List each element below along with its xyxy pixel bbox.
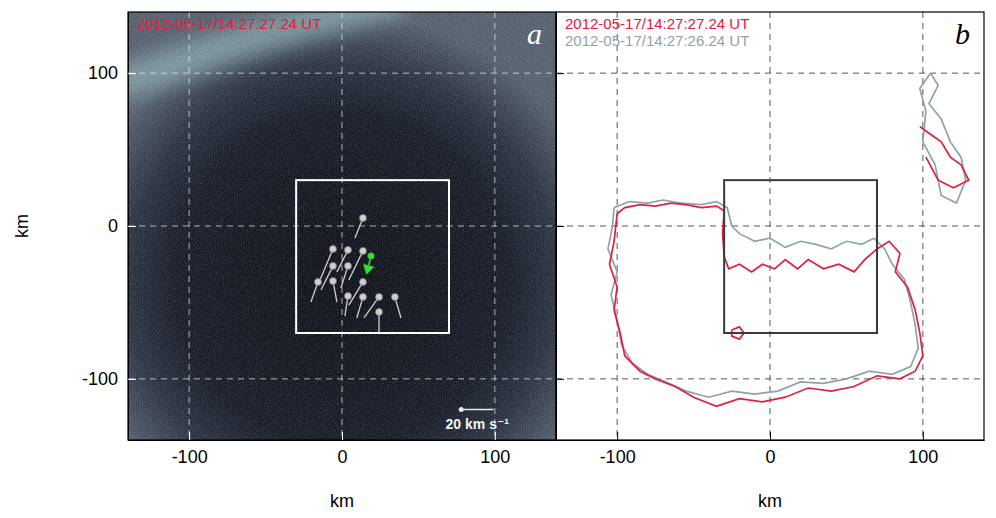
tick-label: 100	[88, 63, 118, 83]
plot-frame	[556, 12, 984, 440]
vector-origin	[344, 293, 351, 300]
tick-label: 100	[480, 447, 510, 467]
grid-line	[128, 378, 556, 379]
grid-line	[128, 73, 556, 74]
vector-origin	[375, 293, 382, 300]
vector-origin	[344, 246, 351, 253]
tick-label: 100	[908, 447, 938, 467]
panel-1: -100 0 100 km 2012-05-17/14:27:27.24 UT2012-…	[556, 12, 985, 511]
vector-origin	[329, 245, 336, 252]
tick-label: 0	[337, 447, 347, 467]
vector-origin	[359, 247, 366, 254]
highlight-arrowhead	[363, 264, 375, 275]
vector-origin	[375, 308, 382, 315]
vector-origin	[391, 293, 398, 300]
x-axis: -100 0 100	[557, 432, 985, 467]
tick: 0	[337, 432, 347, 467]
tick-mark	[128, 379, 136, 380]
panel-title: 2012-05-17/14:27:27.24 UT	[137, 15, 321, 32]
tick	[556, 73, 564, 74]
tick-mark	[617, 432, 618, 440]
highlight-origin	[368, 252, 375, 259]
tick-label: -100	[600, 447, 636, 467]
x-axis: -100 0 100	[129, 432, 557, 467]
tick: 100	[480, 432, 510, 467]
tick-label: -100	[82, 369, 118, 389]
vector-origin	[359, 293, 366, 300]
tick-mark	[556, 73, 564, 74]
legend: 2012-05-17/14:27:27.24 UT2012-05-17/14:2…	[565, 15, 749, 49]
vector-origin	[359, 215, 366, 222]
grid-line	[128, 226, 556, 227]
tick-mark	[128, 73, 136, 74]
tick: -100	[600, 432, 636, 467]
tick: -100	[82, 369, 136, 389]
tick-mark	[556, 226, 564, 227]
plot-area	[556, 12, 984, 440]
x-axis-title: km	[758, 491, 782, 511]
vector-origin	[359, 278, 366, 285]
vector-origin	[329, 262, 336, 269]
panel-0: 20 km s⁻¹ -100 0 100 -100 0 100 km km 2012-05-17/…	[12, 0, 557, 511]
tick-mark	[128, 226, 136, 227]
tick	[556, 379, 564, 380]
tick: 0	[765, 432, 775, 467]
tick: 100	[908, 432, 938, 467]
vector-origin	[329, 278, 336, 285]
grid-line	[556, 226, 984, 227]
scale-bar	[461, 409, 493, 411]
x-axis-title: km	[330, 491, 354, 511]
tick: -100	[172, 432, 208, 467]
velocity-vectors	[311, 215, 401, 332]
vector-origin	[344, 262, 351, 269]
tick-mark	[189, 432, 190, 440]
figure: 20 km s⁻¹ -100 0 100 -100 0 100 km km 2012-05-17/…	[0, 0, 996, 518]
tick-label: 0	[765, 447, 775, 467]
grid-line	[556, 378, 984, 379]
panel-letter: b	[955, 17, 970, 50]
plot-frame	[128, 12, 556, 440]
plot-area	[128, 12, 556, 440]
panel-letter: a	[527, 17, 542, 50]
region-box	[724, 180, 877, 333]
axis-line	[129, 440, 557, 441]
region-box	[296, 180, 449, 333]
tick-mark	[556, 379, 564, 380]
contour	[608, 73, 966, 397]
plot-background	[556, 12, 984, 440]
tick-mark	[923, 432, 924, 440]
y-axis: -100 0 100	[82, 13, 136, 441]
y-axis	[556, 13, 564, 441]
tick-label: 0	[108, 216, 118, 236]
vector-origin	[315, 278, 322, 285]
legend-entry: 2012-05-17/14:27:27.24 UT	[565, 15, 749, 32]
tick: 0	[108, 216, 136, 236]
axis-line	[557, 440, 985, 441]
scale-bar-label: 20 km s⁻¹	[446, 416, 510, 432]
legend-entry: 2012-05-17/14:27:26.24 UT	[565, 32, 749, 49]
image-background	[128, 12, 556, 440]
y-axis-title: km	[12, 214, 32, 238]
scale-bar-end	[459, 407, 464, 412]
tick-mark	[495, 432, 496, 440]
tick-label: -100	[172, 447, 208, 467]
tick	[556, 226, 564, 227]
tick-mark	[770, 432, 771, 440]
tick: 100	[88, 63, 136, 83]
grid-line	[556, 73, 984, 74]
image-grain	[128, 12, 556, 440]
tick-mark	[342, 432, 343, 440]
contour	[610, 127, 969, 407]
